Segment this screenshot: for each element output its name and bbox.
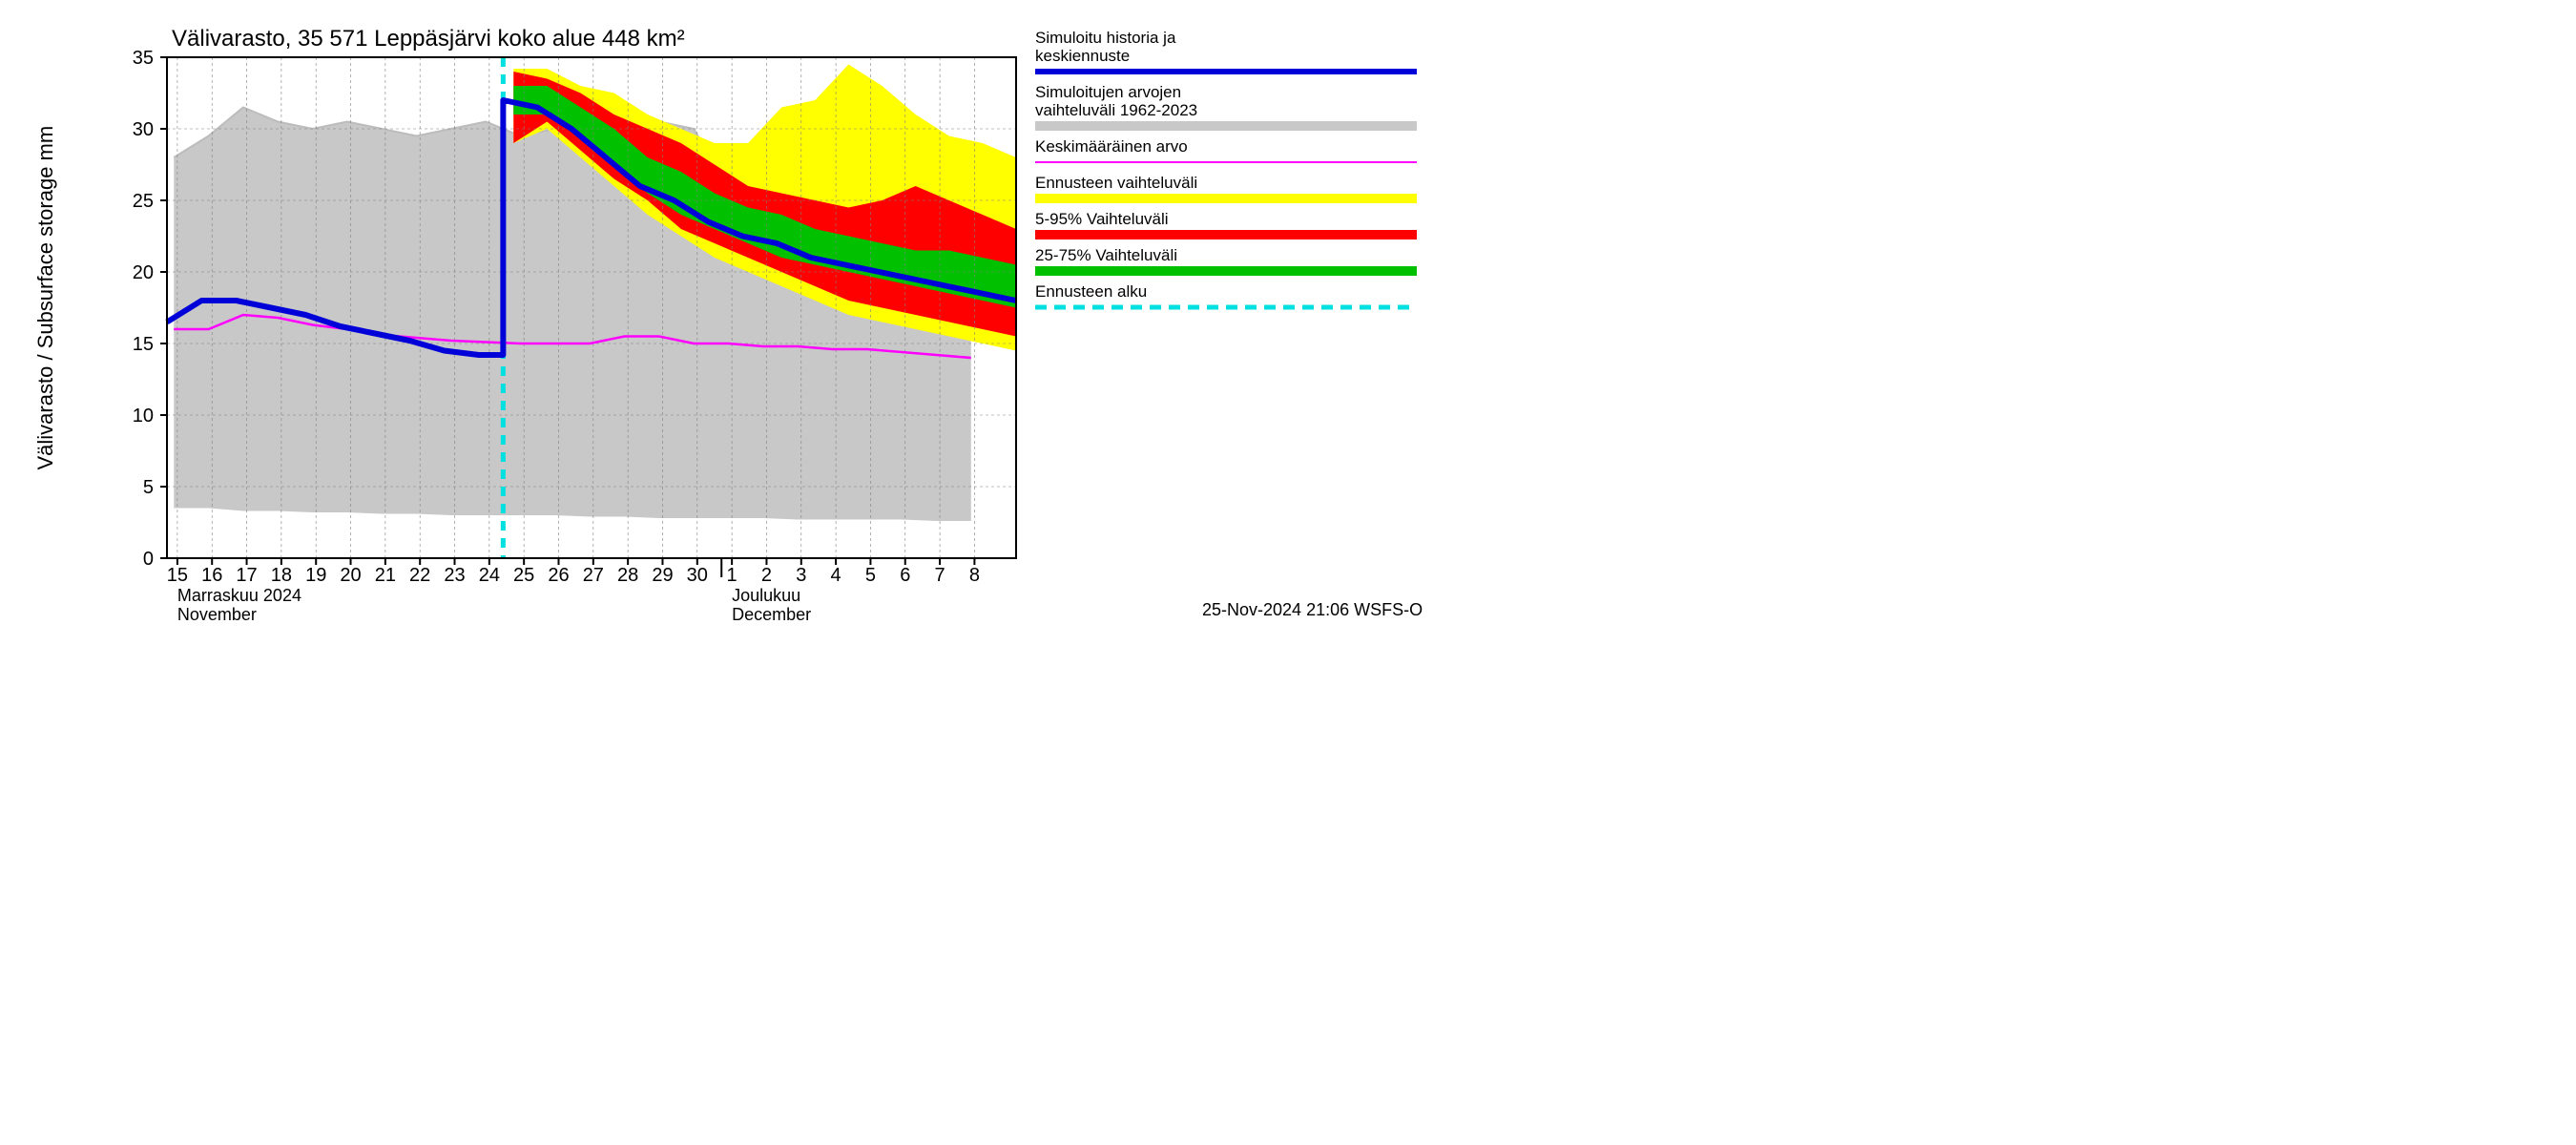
- xtick-label: 19: [305, 565, 326, 586]
- xtick-label: 4: [831, 565, 841, 586]
- xtick-label: 25: [513, 565, 534, 586]
- ytick-label: 0: [143, 549, 154, 570]
- xtick-label: 17: [236, 565, 257, 586]
- xtick-label: 18: [271, 565, 292, 586]
- chart-footer: 25-Nov-2024 21:06 WSFS-O: [1202, 600, 1423, 619]
- month1-fi: Marraskuu 2024: [177, 586, 301, 605]
- xtick-label: 3: [796, 565, 806, 586]
- legend-swatch: [1035, 266, 1417, 276]
- xtick-label: 26: [548, 565, 569, 586]
- legend-label: Simuloitu historia ja: [1035, 29, 1176, 47]
- ytick-label: 15: [133, 334, 154, 355]
- xtick-label: 8: [969, 565, 980, 586]
- ytick-label: 20: [133, 262, 154, 283]
- xtick-label: 28: [617, 565, 638, 586]
- xtick-label: 29: [652, 565, 673, 586]
- chart-title: Välivarasto, 35 571 Leppäsjärvi koko alu…: [172, 26, 685, 52]
- chart-container: { "chart": { "type": "area-line-forecast…: [0, 0, 1431, 636]
- xtick-label: 1: [727, 565, 737, 586]
- xtick-label: 20: [340, 565, 361, 586]
- xtick-label: 6: [900, 565, 910, 586]
- xtick-label: 24: [479, 565, 500, 586]
- month2-fi: Joulukuu: [732, 586, 800, 605]
- xtick-label: 2: [761, 565, 772, 586]
- chart-svg: 0510152025303515161718192021222324252627…: [0, 0, 1431, 636]
- legend-label: keskiennuste: [1035, 47, 1130, 65]
- ytick-label: 10: [133, 406, 154, 427]
- xtick-label: 23: [444, 565, 465, 586]
- xtick-label: 5: [865, 565, 876, 586]
- xtick-label: 22: [409, 565, 430, 586]
- legend-swatch: [1035, 121, 1417, 131]
- xtick-label: 16: [201, 565, 222, 586]
- month2-en: December: [732, 605, 811, 624]
- ytick-label: 35: [133, 48, 154, 69]
- legend-label: Keskimääräinen arvo: [1035, 137, 1188, 156]
- xtick-label: 27: [583, 565, 604, 586]
- legend-label: Ennusteen vaihteluväli: [1035, 174, 1197, 192]
- legend-label: vaihteluväli 1962-2023: [1035, 101, 1197, 119]
- xtick-label: 30: [687, 565, 708, 586]
- xtick-label: 21: [375, 565, 396, 586]
- legend-label: Ennusteen alku: [1035, 282, 1147, 301]
- ytick-label: 30: [133, 119, 154, 140]
- legend-swatch: [1035, 194, 1417, 203]
- legend-label: 5-95% Vaihteluväli: [1035, 210, 1169, 228]
- ytick-label: 25: [133, 191, 154, 212]
- xtick-label: 7: [935, 565, 945, 586]
- month1-en: November: [177, 605, 257, 624]
- y-axis-label: Välivarasto / Subsurface storage mm: [33, 126, 57, 470]
- ytick-label: 5: [143, 477, 154, 498]
- legend-swatch: [1035, 230, 1417, 239]
- xtick-label: 15: [167, 565, 188, 586]
- legend-label: Simuloitujen arvojen: [1035, 83, 1181, 101]
- legend-label: 25-75% Vaihteluväli: [1035, 246, 1177, 264]
